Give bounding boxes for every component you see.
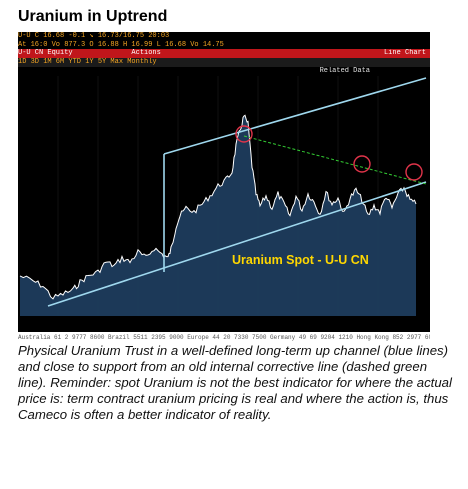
highlight-circle-3	[405, 163, 423, 181]
corrective-line	[243, 135, 427, 185]
quote-line: U-U C 16.68 -0.1 ↘ 16.73/16.75 20:03	[18, 32, 430, 41]
period-buttons[interactable]: 1D 3D 1M 6M YTD 1Y 5Y Max Monthly	[18, 58, 157, 66]
ticker-bar: U-U CN Equity Actions Line Chart	[18, 49, 430, 58]
toolbar: 1D 3D 1M 6M YTD 1Y 5Y Max Monthly	[18, 58, 430, 67]
quote-detail-line: At 16:0 Vo 877.3 O 16.88 H 16.99 L 16.68…	[18, 41, 430, 49]
ticker-label[interactable]: U-U CN Equity	[18, 49, 73, 57]
quote-text: U-U C 16.68 -0.1 ↘ 16.73/16.75 20:03	[18, 32, 170, 40]
channel-upper-line	[163, 77, 427, 155]
related-data-button[interactable]: Related Data	[319, 67, 370, 75]
sub-toolbar: Related Data	[18, 67, 430, 76]
bloomberg-terminal: U-U C 16.68 -0.1 ↘ 16.73/16.75 20:03 At …	[18, 32, 430, 332]
chart-label: Uranium Spot - U-U CN	[232, 253, 369, 267]
price-chart: Uranium Spot - U-U CN	[19, 76, 427, 316]
channel-lower-line	[47, 181, 427, 307]
price-line	[19, 114, 417, 300]
caption: Physical Uranium Trust in a well-defined…	[18, 343, 452, 422]
actions-menu[interactable]: Actions	[131, 49, 161, 57]
price-area	[20, 115, 416, 316]
highlight-circle-1	[235, 125, 253, 143]
terminal-footer: Australia 61 2 9777 8600 Brazil 5511 239…	[18, 334, 430, 341]
quote-detail-text: At 16:0 Vo 877.3 O 16.88 H 16.99 L 16.68…	[18, 41, 224, 49]
highlight-circle-2	[353, 155, 371, 173]
page-title: Uranium in Uptrend	[18, 8, 168, 25]
chart-type-label[interactable]: Line Chart	[383, 49, 426, 57]
